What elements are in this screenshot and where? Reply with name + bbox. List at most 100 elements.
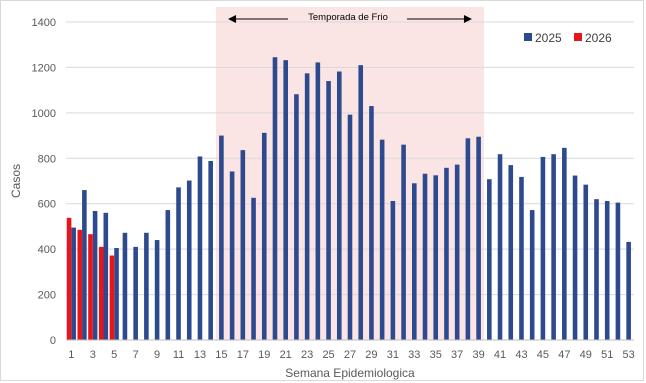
bar-2025-week-45	[540, 156, 546, 340]
x-axis-title: Semana Epidemiologica	[285, 366, 415, 380]
bar-2025-week-15	[219, 135, 224, 340]
bar-2025-week-46	[551, 154, 556, 340]
bar-2026-week-2	[77, 229, 83, 340]
bar-2025-week-30	[379, 139, 385, 340]
bar-2025-week-27	[347, 114, 353, 340]
legend-swatch-2026	[574, 33, 582, 41]
x-tick-label-27: 27	[344, 349, 356, 361]
bar-2025-week-13	[197, 156, 203, 340]
bar-2025-week-42	[508, 165, 514, 340]
bar-2025-week-17	[240, 150, 246, 340]
legend-label-2026: 2026	[585, 31, 612, 45]
x-tick-label-17: 17	[237, 349, 249, 361]
x-tick-label-23: 23	[301, 349, 313, 361]
bar-2025-week-41	[497, 154, 503, 340]
x-tick-label-5: 5	[111, 349, 117, 361]
bar-2025-week-39	[476, 136, 481, 340]
x-tick-label-1: 1	[68, 349, 74, 361]
bar-2025-week-43	[519, 176, 524, 340]
bar-2025-week-18	[251, 197, 256, 340]
x-tick-label-29: 29	[365, 349, 377, 361]
y-tick-label-800: 800	[38, 153, 56, 165]
x-tick-label-39: 39	[472, 349, 484, 361]
bar-2025-week-14	[208, 161, 213, 340]
bar-2026-week-4	[98, 246, 104, 340]
bar-2025-week-28	[358, 65, 364, 341]
y-tick-label-1000: 1000	[32, 108, 56, 120]
bar-2025-week-47	[562, 147, 567, 340]
bar-2025-week-21	[283, 60, 288, 340]
bar-2025-week-8	[144, 232, 149, 340]
x-tick-label-41: 41	[494, 349, 506, 361]
bar-2025-week-25	[326, 81, 331, 341]
x-tick-label-37: 37	[451, 349, 463, 361]
bar-2026-week-3	[88, 234, 93, 340]
legend-label-2025: 2025	[535, 31, 562, 45]
legend: 2025 2026	[524, 31, 612, 45]
cold-season-annotation: Temporada de Frio	[228, 12, 472, 23]
bar-2025-week-33	[412, 183, 417, 340]
bar-2025-week-50	[594, 199, 599, 340]
x-tick-label-11: 11	[173, 349, 184, 361]
x-tick-label-47: 47	[558, 349, 570, 361]
y-axis-ticks: 0 200 400 600 800 1000 1200 1400	[32, 17, 56, 347]
x-tick-label-3: 3	[90, 349, 96, 361]
x-tick-label-43: 43	[515, 349, 527, 361]
x-tick-label-31: 31	[387, 349, 399, 361]
y-tick-label-1200: 1200	[32, 62, 56, 74]
bar-2025-week-52	[615, 202, 621, 340]
bar-2025-week-32	[401, 144, 406, 340]
x-tick-label-21: 21	[280, 349, 292, 361]
bar-2025-week-35	[433, 175, 439, 340]
bar-2025-week-24	[315, 62, 321, 340]
x-tick-label-9: 9	[154, 349, 160, 361]
x-tick-label-51: 51	[601, 349, 613, 361]
bar-2025-week-23	[304, 73, 310, 340]
y-axis-title: Casos	[9, 164, 23, 198]
bar-2025-week-37	[454, 164, 460, 340]
bar-2025-week-4	[103, 212, 109, 340]
x-tick-label-7: 7	[133, 349, 139, 361]
bar-2025-week-6	[122, 232, 128, 340]
annotation-label: Temporada de Frio	[308, 12, 388, 23]
bar-2025-week-16	[229, 171, 235, 340]
x-tick-label-19: 19	[258, 349, 270, 361]
bar-2025-week-9	[154, 240, 160, 340]
bar-2025-week-10	[165, 210, 171, 340]
x-tick-label-25: 25	[322, 349, 334, 361]
bar-2026-week-5	[109, 255, 115, 340]
annotation-arrowhead-left	[228, 15, 237, 23]
bar-2025-week-44	[529, 210, 535, 340]
bar-2025-week-12	[186, 180, 192, 340]
x-tick-label-53: 53	[623, 349, 635, 361]
x-tick-label-33: 33	[408, 349, 420, 361]
bar-2025-week-22	[294, 94, 299, 340]
bar-2025-week-11	[176, 187, 181, 340]
x-axis-ticks: 1 3 5 7 9 11 13 15 17 19 21 23 25 27 29 31 33 35 37 39 41 43 4…	[68, 349, 634, 361]
bar-2025-week-40	[487, 179, 492, 340]
y-tick-label-0: 0	[50, 335, 56, 347]
y-tick-label-400: 400	[38, 244, 56, 256]
bar-2025-week-48	[572, 175, 578, 340]
bar-2025-week-5	[114, 248, 119, 340]
bar-2025-week-1	[71, 227, 76, 340]
legend-swatch-2025	[524, 33, 532, 41]
gridlines	[66, 21, 634, 296]
bar-2025-week-51	[604, 200, 610, 340]
bar-2025-week-38	[465, 138, 471, 340]
bar-2025-week-31	[390, 200, 396, 340]
annotation-arrowhead-right	[463, 15, 472, 23]
bar-2025-week-2	[82, 190, 87, 340]
x-tick-label-35: 35	[430, 349, 442, 361]
x-tick-label-49: 49	[580, 349, 592, 361]
bar-2025-week-26	[336, 71, 342, 340]
y-tick-label-600: 600	[38, 199, 56, 211]
bar-2025-week-19	[261, 132, 267, 340]
bar-2025-week-7	[133, 246, 138, 340]
y-tick-label-1400: 1400	[32, 17, 56, 29]
bar-2025-week-53	[626, 241, 631, 340]
bars	[66, 57, 631, 341]
x-tick-label-45: 45	[537, 349, 549, 361]
